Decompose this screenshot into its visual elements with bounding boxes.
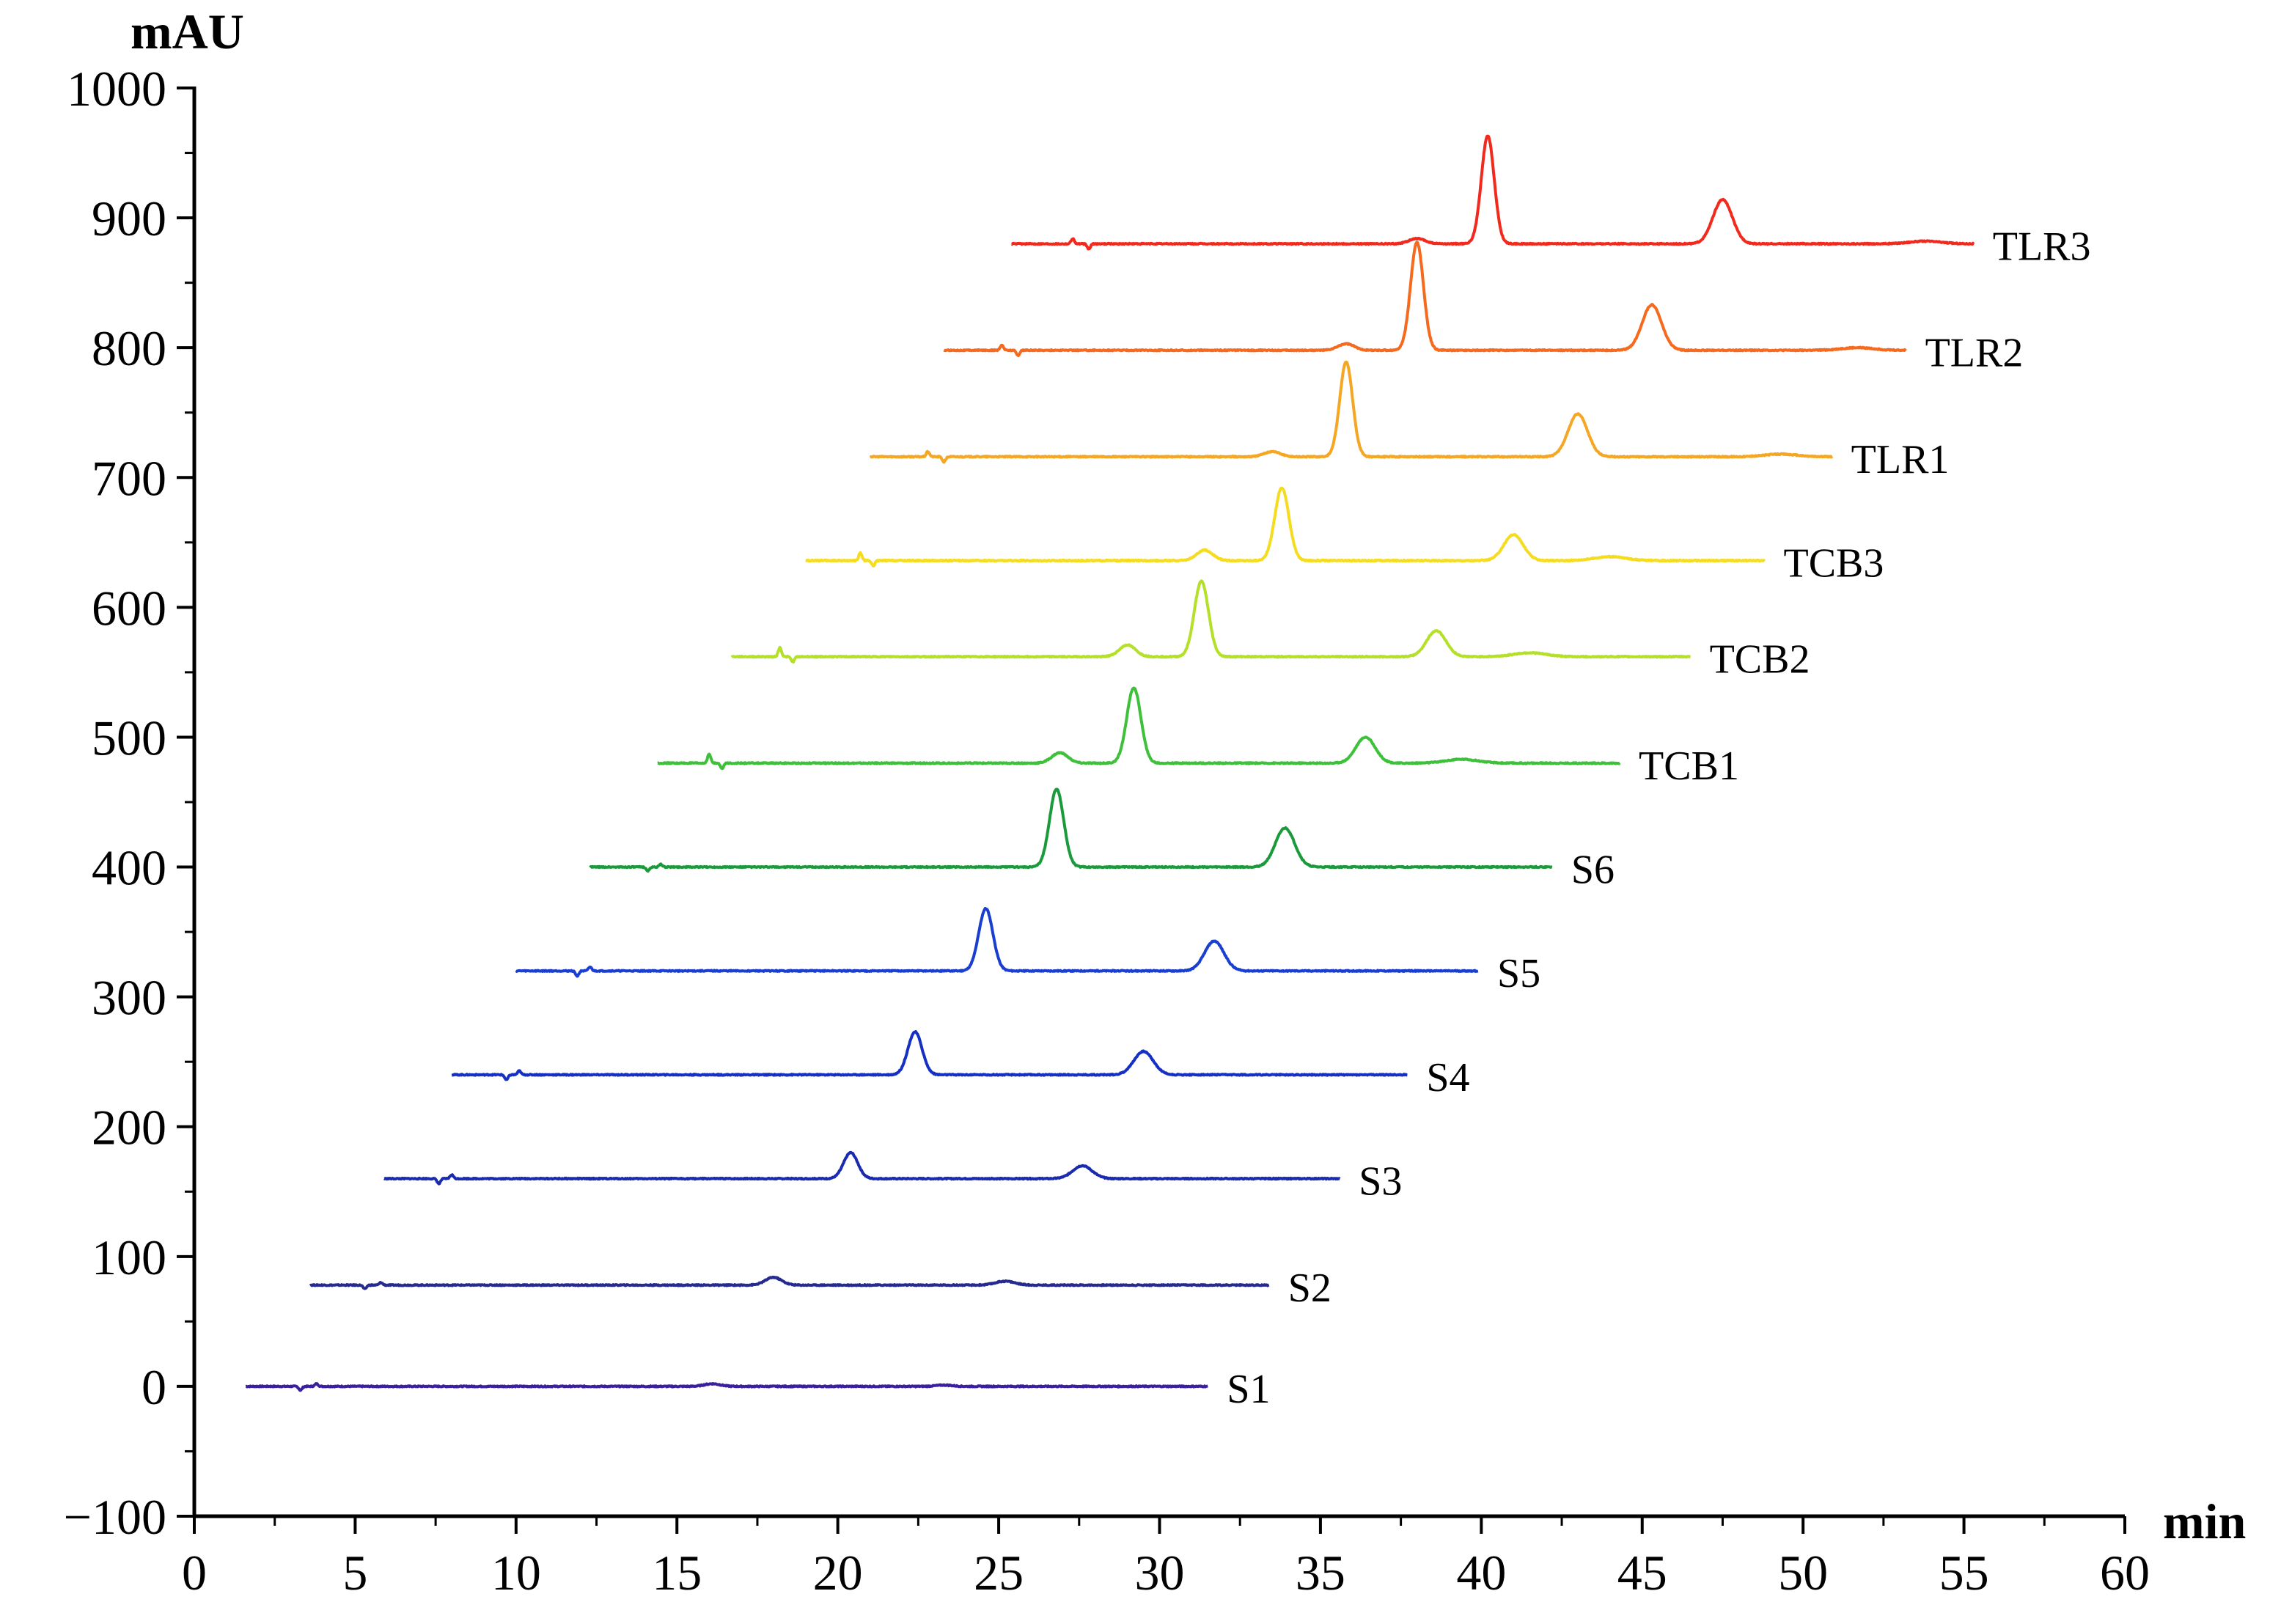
y-tick-label: 200 xyxy=(92,1100,166,1155)
x-tick-label: 35 xyxy=(1296,1545,1345,1601)
y-axis-title: mAU xyxy=(131,4,244,59)
series-line-s4 xyxy=(450,1030,1408,1081)
series-line-s6 xyxy=(589,787,1553,873)
series-line-s5 xyxy=(515,907,1480,978)
series-label-s5: S5 xyxy=(1497,951,1540,996)
series-line-tlr3 xyxy=(1010,134,1975,251)
y-tick-label: 400 xyxy=(92,840,166,896)
series-label-tcb2: TCB2 xyxy=(1710,637,1810,683)
y-tick-label: 800 xyxy=(92,320,166,376)
series-line-tlr1 xyxy=(869,360,1834,464)
x-tick-label: 15 xyxy=(652,1545,702,1601)
x-tick-label: 50 xyxy=(1778,1545,1828,1601)
y-tick-label: 600 xyxy=(92,580,166,636)
x-tick-label: 45 xyxy=(1617,1545,1667,1601)
y-tick-label: −100 xyxy=(64,1489,166,1545)
series-label-s1: S1 xyxy=(1227,1367,1270,1412)
axes: 0 5 10 15 20 25 30 35 40 45 50 55 60 −100 0 100 200 300 40… xyxy=(64,61,2150,1601)
series-line-tcb1 xyxy=(656,686,1621,771)
series-layer: S1 S2 S3 S4 S5 S6 TCB1 TCB2 TCB3 TLR1 TLR2 TLR3 xyxy=(245,134,2091,1412)
x-tick-label: 5 xyxy=(342,1545,367,1601)
series-line-s2 xyxy=(309,1275,1270,1290)
series-line-s3 xyxy=(383,1150,1341,1186)
x-tick-label: 10 xyxy=(491,1545,541,1601)
x-tick-label: 60 xyxy=(2100,1545,2150,1601)
series-label-tcb1: TCB1 xyxy=(1639,743,1739,789)
series-line-s1 xyxy=(245,1382,1209,1392)
series-label-tcb3: TCB3 xyxy=(1784,541,1884,587)
y-tick-label: 0 xyxy=(142,1359,166,1415)
series-label-s3: S3 xyxy=(1359,1159,1402,1205)
x-tick-label: 25 xyxy=(974,1545,1024,1601)
x-tick-label: 20 xyxy=(813,1545,863,1601)
series-label-s6: S6 xyxy=(1571,848,1615,893)
x-axis-title: min xyxy=(2163,1493,2246,1549)
y-tick-label: 500 xyxy=(92,710,166,765)
series-line-tlr2 xyxy=(943,240,1907,357)
series-line-tcb2 xyxy=(730,579,1692,664)
y-tick-label: 300 xyxy=(92,970,166,1026)
x-tick-label: 0 xyxy=(182,1545,207,1601)
x-tick-label: 40 xyxy=(1456,1545,1506,1601)
y-tick-label: 1000 xyxy=(67,61,166,117)
series-label-tlr3: TLR3 xyxy=(1993,224,2091,270)
series-label-tlr1: TLR1 xyxy=(1851,437,1950,482)
series-line-tcb3 xyxy=(804,486,1766,567)
y-tick-label: 900 xyxy=(92,191,166,246)
y-tick-label: 100 xyxy=(92,1230,166,1285)
y-tick-label: 700 xyxy=(92,450,166,506)
series-label-s2: S2 xyxy=(1288,1265,1331,1311)
series-label-tlr2: TLR2 xyxy=(1925,331,2024,376)
x-tick-label: 55 xyxy=(1939,1545,1989,1601)
series-label-s4: S4 xyxy=(1426,1055,1469,1101)
x-tick-label: 30 xyxy=(1135,1545,1185,1601)
